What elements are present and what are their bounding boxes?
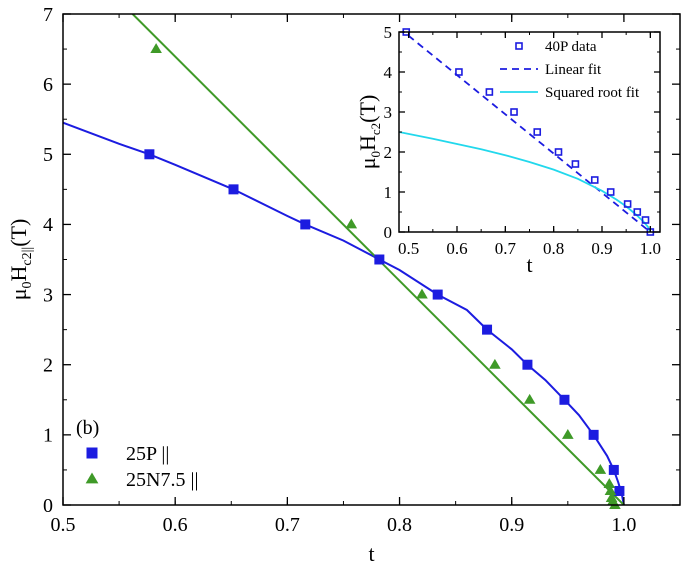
inset-chart-x-axis-label: t [526, 252, 532, 277]
inset-chart-y-tick-label: 3 [384, 103, 393, 122]
main-chart-point [416, 288, 428, 299]
main-chart-point [489, 358, 501, 369]
main-chart-point [482, 324, 493, 335]
main-chart-point [559, 394, 570, 405]
main-chart-y-axis-label: μ0Hc2||(T) [6, 219, 35, 301]
inset-chart-point [571, 160, 580, 168]
main-chart-fit-line-1 [63, 121, 625, 505]
main-legend-label-1: 25P || [126, 443, 169, 465]
main-chart-y-tick-label: 1 [43, 425, 53, 447]
main-chart-y-label-unit: (T) [6, 219, 31, 247]
main-chart-point [300, 219, 311, 230]
main-chart-series-1 [144, 149, 625, 496]
inset-chart-x-tick-label: 0.7 [495, 239, 517, 258]
inset-legend-label-1: 40P data [545, 39, 597, 55]
inset-chart-y-tick-label: 1 [384, 183, 393, 202]
main-chart-point [604, 485, 617, 495]
main-chart-point [345, 218, 358, 229]
inset-chart-fit-lines [399, 32, 652, 232]
inset-chart-point [633, 208, 642, 216]
main-panel-label: (b) [76, 417, 99, 439]
inset-chart-point [606, 188, 615, 196]
main-chart-y-tick-label: 2 [43, 355, 53, 377]
inset-chart-point [623, 200, 632, 208]
inset-chart-y-label-sub0: 0 [368, 151, 383, 158]
main-chart-point [609, 499, 621, 509]
main-chart-y-tick-label: 3 [43, 284, 53, 306]
inset-chart-y-tick-label: 5 [384, 23, 393, 42]
main-chart-point [588, 429, 599, 440]
main-chart-y-label-sub0: 0 [20, 282, 35, 289]
inset-chart-point [485, 88, 494, 96]
main-chart-y-label-sub: c2|| [20, 247, 35, 266]
main-chart-point [562, 428, 574, 439]
main-chart-point [594, 464, 607, 474]
main-chart: 0.5 0.6 0.7 0.8 0.9 1.001234567tμ0Hc2||(T)(b)… [6, 4, 681, 566]
main-chart-y-tick-label: 7 [43, 4, 53, 26]
main-chart-y-label-mu: μ [6, 289, 31, 301]
main-chart-y-tick-label: 0 [43, 495, 53, 517]
main-chart-point [228, 184, 239, 195]
main-chart-series-2 [150, 43, 621, 509]
main-legend-label-2: 25N7.5 || [126, 469, 198, 491]
main-chart-x-tick-label: 0.5 [51, 514, 76, 536]
inset-chart-x-tick-label: 0.5 [398, 239, 419, 258]
main-chart-y-tick-label: 4 [43, 214, 53, 236]
inset-chart-point [533, 128, 542, 136]
main-legend-marker-1 [86, 447, 98, 459]
inset-chart-x-tick-label: 0.8 [543, 239, 564, 258]
inset-chart-fit-line-1 [402, 32, 651, 232]
main-chart-point [374, 254, 385, 265]
inset-chart-point [510, 108, 518, 116]
inset-chart-point [590, 176, 599, 184]
main-chart-point [608, 464, 619, 475]
main-chart-y-label-h: H [6, 266, 31, 282]
inset-chart-y-label-sub: c2 [368, 123, 383, 135]
inset-legend-label-2: Linear fit [545, 62, 602, 78]
main-chart-point [603, 478, 616, 488]
inset-legend-marker [515, 42, 523, 50]
main-chart-point [614, 485, 625, 496]
inset-chart-x-tick-label: 0.9 [591, 239, 612, 258]
main-chart-point [523, 393, 536, 404]
inset-chart-point [455, 68, 463, 76]
main-chart-point [144, 149, 155, 160]
main-chart-x-tick-label: 0.7 [275, 514, 300, 536]
inset-chart-y-label-mu: μ [355, 157, 380, 169]
main-chart-y-tick-label: 6 [43, 74, 53, 96]
main-chart-x-tick-label: 0.9 [499, 514, 524, 536]
inset-chart-y-label-unit: (T) [355, 95, 380, 123]
inset-chart-point [554, 148, 563, 156]
inset-chart-y-axis-label: μ0Hc2(T) [355, 95, 383, 170]
main-chart-point [432, 289, 443, 300]
inset-chart-fit-line-2 [399, 131, 652, 232]
main-chart-y-tick-label: 5 [43, 144, 53, 166]
main-legend: 25P || 25N7.5 || [85, 443, 198, 491]
main-chart-point [522, 359, 533, 370]
main-chart-x-tick-label: 0.6 [163, 514, 188, 536]
main-chart-point [150, 43, 162, 54]
main-chart-x-tick-label: 0.8 [387, 514, 412, 536]
inset-chart-x-tick-label: 1.0 [640, 239, 661, 258]
inset-chart-point [641, 216, 650, 224]
inset-legend-label-3: Squared root fit [545, 85, 640, 101]
inset-chart-y-tick-label: 2 [384, 143, 393, 162]
main-chart-x-axis-label: t [368, 541, 374, 566]
inset-chart-y-label-h: H [355, 135, 380, 151]
inset-chart-x-tick-label: 0.6 [446, 239, 467, 258]
inset-chart-y-tick-label: 0 [384, 223, 393, 242]
main-chart-x-tick-label: 1.0 [611, 514, 636, 536]
inset-chart-y-tick-label: 4 [384, 63, 393, 82]
inset-legend: 40P data Linear fit Squared root fit [500, 39, 640, 101]
main-legend-marker-2 [85, 472, 99, 484]
